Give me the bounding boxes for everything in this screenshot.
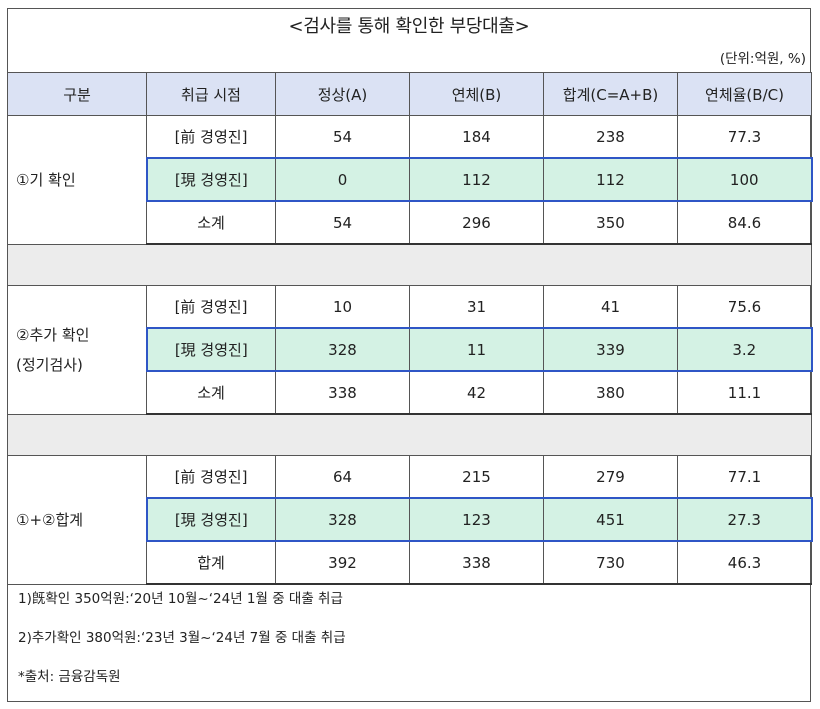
source-note: *출처: 금융감독원	[18, 669, 121, 685]
value-cell: 75.6	[677, 285, 812, 329]
header-period: 취급 시점	[146, 72, 276, 116]
value-cell: 451	[543, 497, 678, 542]
period-cell: [現 경영진]	[145, 157, 276, 202]
value-cell: 64	[275, 455, 410, 499]
group-label-line: (정기검사)	[16, 355, 83, 374]
value-cell: 41	[543, 285, 678, 329]
table-row: ①기 확인 [前 경영진] 54 184 238 77.3	[7, 115, 812, 245]
header-normal: 정상(A)	[275, 72, 410, 116]
period-cell: 합계	[146, 540, 276, 585]
footnotes: 1)旣확인 350억원:‘20년 10월~‘24년 1월 중 대출 취급 2)추…	[18, 588, 346, 705]
value-cell: 10	[275, 285, 410, 329]
value-cell: 339	[543, 327, 678, 372]
period-cell: [前 경영진]	[146, 455, 276, 499]
total-row: 합계 392 338 730 46.3	[8, 540, 812, 585]
value-cell: 31	[409, 285, 544, 329]
header-overdue: 연체(B)	[409, 72, 544, 116]
value-cell: 54	[275, 200, 410, 245]
value-cell: 27.3	[677, 497, 813, 542]
value-cell: 392	[275, 540, 410, 585]
loan-table: 구분 취급 시점 정상(A) 연체(B) 합계(C=A+B) 연체율(B/C) …	[7, 72, 813, 585]
value-cell: 328	[275, 327, 410, 372]
group-label: ①+②합계	[7, 455, 147, 585]
spacer-row	[7, 243, 812, 286]
value-cell: 11.1	[677, 370, 812, 415]
period-cell: [現 경영진]	[145, 327, 276, 372]
highlighted-row: [現 경영진] 328 11 339 3.2	[8, 327, 813, 372]
value-cell: 328	[275, 497, 410, 542]
header-row: 구분 취급 시점 정상(A) 연체(B) 합계(C=A+B) 연체율(B/C)	[7, 72, 812, 116]
value-cell: 279	[543, 455, 678, 499]
value-cell: 215	[409, 455, 544, 499]
value-cell: 77.1	[677, 455, 812, 499]
value-cell: 238	[543, 115, 678, 159]
group-label-line: ①기 확인	[16, 170, 76, 189]
value-cell: 112	[409, 157, 544, 202]
table-row: ①+②합계 [前 경영진] 64 215 279 77.1	[7, 455, 812, 585]
highlighted-row: [現 경영진] 328 123 451 27.3	[8, 497, 813, 542]
value-cell: 296	[409, 200, 544, 245]
value-cell: 338	[275, 370, 410, 415]
spacer-row	[7, 413, 812, 456]
header-category: 구분	[7, 72, 147, 116]
value-cell: 42	[409, 370, 544, 415]
value-cell: 184	[409, 115, 544, 159]
group-label: ①기 확인	[7, 115, 147, 245]
group-label-line: ②추가 확인	[16, 325, 90, 344]
value-cell: 123	[409, 497, 544, 542]
value-cell: 77.3	[677, 115, 812, 159]
value-cell: 338	[409, 540, 544, 585]
subtotal-row: 소계 338 42 380 11.1	[8, 370, 812, 415]
value-cell: 0	[275, 157, 410, 202]
period-cell: [前 경영진]	[146, 285, 276, 329]
value-cell: 730	[543, 540, 678, 585]
highlighted-row: [現 경영진] 0 112 112 100	[8, 157, 813, 202]
value-cell: 84.6	[677, 200, 812, 245]
table-title: <검사를 통해 확인한 부당대출>	[288, 16, 530, 37]
subtotal-row: 소계 54 296 350 84.6	[8, 200, 812, 245]
period-cell: 소계	[146, 370, 276, 415]
group-label: ②추가 확인 (정기검사)	[7, 285, 147, 415]
period-cell: [現 경영진]	[145, 497, 276, 542]
period-cell: 소계	[146, 200, 276, 245]
value-cell: 54	[275, 115, 410, 159]
value-cell: 46.3	[677, 540, 812, 585]
value-cell: 100	[677, 157, 813, 202]
value-cell: 112	[543, 157, 678, 202]
header-overdue-rate: 연체율(B/C)	[677, 72, 812, 116]
value-cell: 11	[409, 327, 544, 372]
header-total: 합계(C=A+B)	[543, 72, 678, 116]
footnote: 2)추가확인 380억원:‘23년 3월~‘24년 7월 중 대출 취급	[18, 630, 346, 646]
period-cell: [前 경영진]	[146, 115, 276, 159]
table-row: ②추가 확인 (정기검사) [前 경영진] 10 31 41 75.6	[7, 285, 812, 415]
value-cell: 380	[543, 370, 678, 415]
value-cell: 350	[543, 200, 678, 245]
value-cell: 3.2	[677, 327, 813, 372]
unit-label: (단위:억원, %)	[719, 51, 806, 67]
footnote: 1)旣확인 350억원:‘20년 10월~‘24년 1월 중 대출 취급	[18, 591, 343, 607]
group-label-line: ①+②합계	[16, 510, 84, 529]
